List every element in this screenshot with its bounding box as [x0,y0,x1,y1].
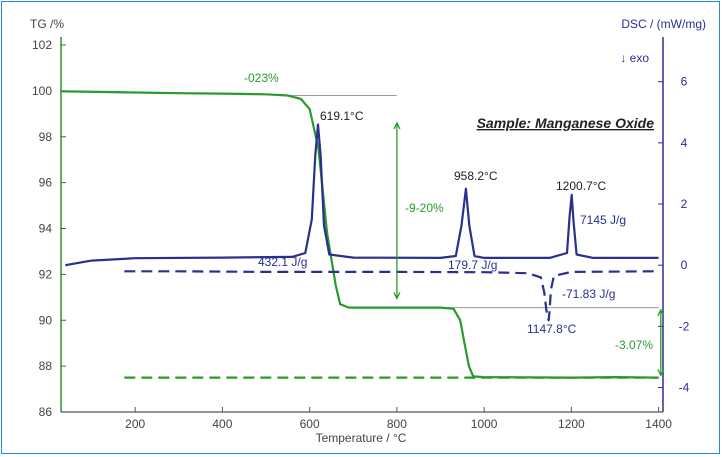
y-right-axis-title: DSC / (mW/mg) [621,17,706,31]
tg-step1-label: -023% [244,71,279,85]
series-dsc-cooling-line [124,270,659,322]
enthalpy4-label: -71.83 J/g [562,287,615,301]
x-tick-label: 1200 [558,417,585,431]
series-tg-line [60,90,659,379]
y-left-tick-label: 98 [39,130,53,144]
enthalpy3-label: 7145 J/g [580,213,626,227]
peak3-temp-label: 1200.7°C [556,179,607,193]
y-left-tick-label: 92 [39,267,53,281]
peak1-temp-label: 619.1°C [320,109,364,123]
y-right-tick-label: 4 [681,136,688,150]
x-tick-label: 200 [125,417,145,431]
x-tick-label: 1400 [645,417,672,431]
peak2-temp-label: 958.2°C [454,169,498,183]
y-left-tick-label: 94 [39,222,53,236]
y-left-axis-title: TG /% [30,17,64,31]
y-left-tick-label: 88 [39,359,53,373]
x-tick-label: 400 [212,417,232,431]
y-left-tick-label: 96 [39,176,53,190]
y-left-tick-label: 86 [39,405,53,419]
tg-step2-arrow-head-bottom [393,292,401,300]
y-right-tick-label: -2 [679,319,690,333]
x-tick-label: 1000 [471,417,498,431]
x-tick-label: 600 [300,417,320,431]
y-right-tick-label: 2 [681,197,688,211]
y-right-tick-label: 6 [681,75,688,89]
enthalpy1-label: 432.1 J/g [258,255,307,269]
y-left-tick-label: 102 [32,38,52,52]
y-left-tick-label: 90 [39,313,53,327]
tg-step3-label: -3.07% [615,338,653,352]
tg-step3-arrow-head-bottom [657,369,665,377]
exo-direction-label: ↓ exo [620,51,649,65]
y-right-tick-label: 0 [681,258,688,272]
chart-title: Sample: Manganese Oxide [477,115,655,131]
y-left-tick-label: 100 [32,84,52,98]
enthalpy2-label: 179.7 J/g [448,258,497,272]
x-tick-label: 800 [387,417,407,431]
tg-step3-arrow-head-top [657,308,665,317]
series-dsc-line [65,123,659,267]
x-axis-title: Temperature / °C [316,431,407,445]
tg-step2-arrow-head-top [393,121,401,130]
peak4-temp-label: 1147.8°C [527,322,577,336]
tg-step2-label: -9-20% [405,201,444,215]
y-right-tick-label: -4 [679,381,690,395]
